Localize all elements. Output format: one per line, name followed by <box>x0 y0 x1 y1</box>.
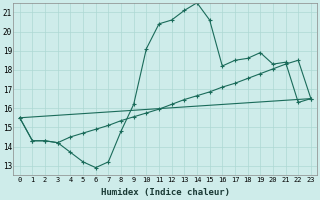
X-axis label: Humidex (Indice chaleur): Humidex (Indice chaleur) <box>101 188 230 197</box>
